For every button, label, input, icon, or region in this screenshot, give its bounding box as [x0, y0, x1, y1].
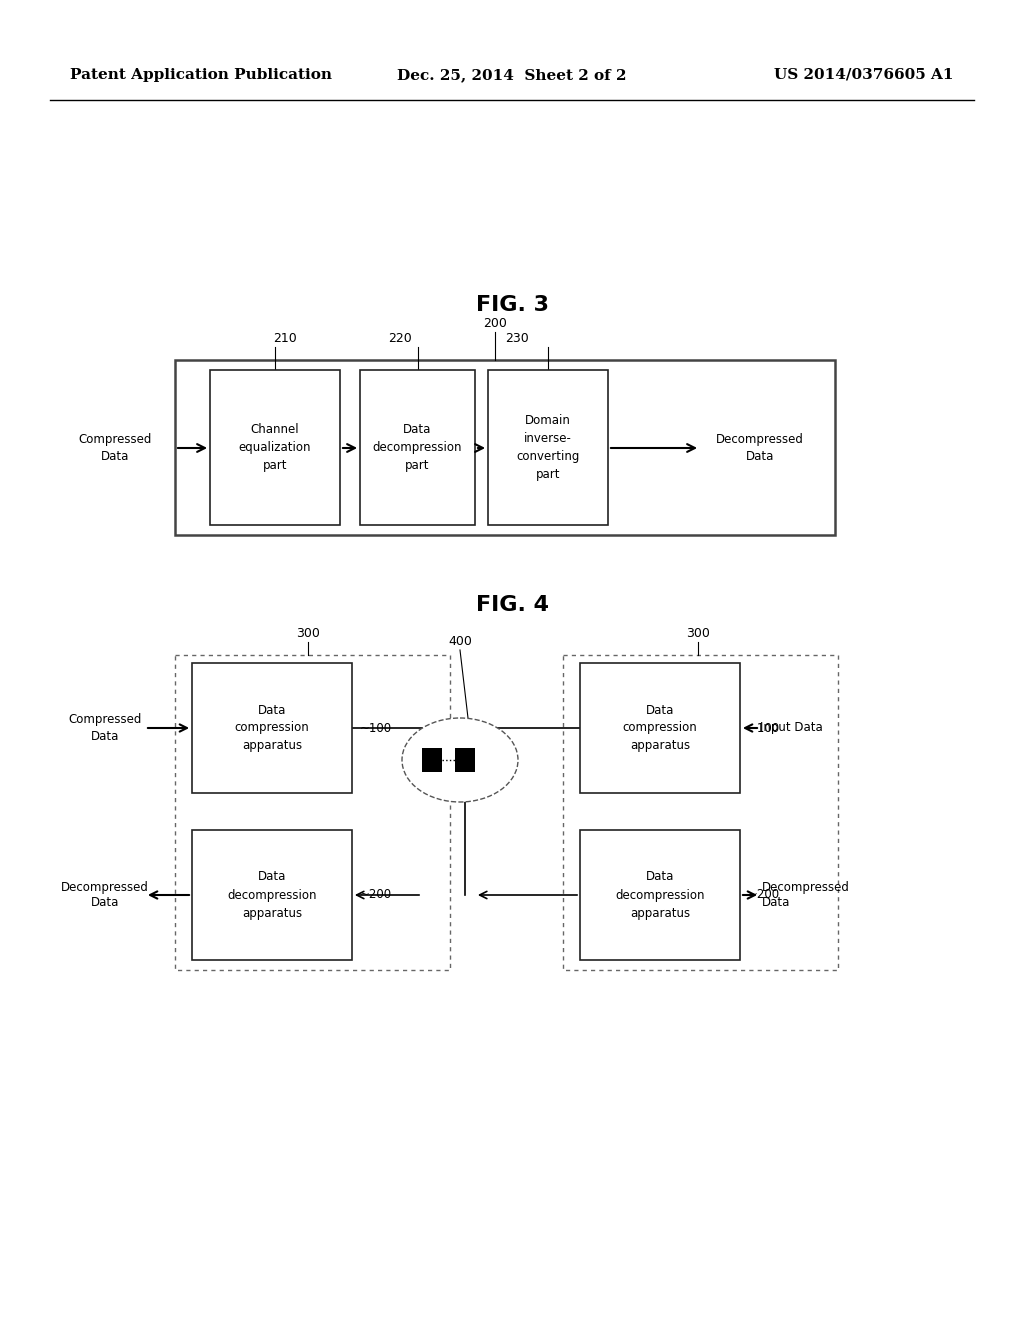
Bar	[488, 370, 608, 525]
Text: ~100: ~100	[748, 722, 780, 734]
Bar	[193, 663, 352, 793]
Text: 230: 230	[505, 333, 528, 345]
Text: Compressed
Data: Compressed Data	[69, 714, 141, 742]
Text: Compressed
Data: Compressed Data	[78, 433, 152, 462]
Text: Data
decompression
apparatus: Data decompression apparatus	[615, 870, 705, 920]
Text: FIG. 4: FIG. 4	[475, 595, 549, 615]
Text: Dec. 25, 2014  Sheet 2 of 2: Dec. 25, 2014 Sheet 2 of 2	[397, 69, 627, 82]
Bar	[580, 663, 740, 793]
Text: Decompressed
Data: Decompressed Data	[716, 433, 804, 462]
Text: Decompressed
Data: Decompressed Data	[762, 880, 850, 909]
Text: 210: 210	[273, 333, 297, 345]
Text: ~200: ~200	[748, 888, 780, 902]
Text: 220: 220	[388, 333, 412, 345]
Text: Data
decompression
apparatus: Data decompression apparatus	[227, 870, 316, 920]
Text: Domain
inverse-
converting
part: Domain inverse- converting part	[516, 414, 580, 480]
Text: FIG. 3: FIG. 3	[475, 294, 549, 315]
Bar	[193, 830, 352, 960]
Text: Data
compression
apparatus: Data compression apparatus	[623, 704, 697, 752]
Bar	[175, 655, 450, 970]
Text: Patent Application Publication: Patent Application Publication	[70, 69, 332, 82]
Text: US 2014/0376605 A1: US 2014/0376605 A1	[774, 69, 954, 82]
Bar	[563, 655, 838, 970]
Text: Data
compression
apparatus: Data compression apparatus	[234, 704, 309, 752]
Bar	[360, 370, 475, 525]
Text: Decompressed
Data: Decompressed Data	[61, 880, 148, 909]
Bar	[580, 830, 740, 960]
Text: 300: 300	[686, 627, 710, 640]
Text: 300: 300	[296, 627, 319, 640]
Bar	[422, 748, 442, 772]
Text: Channel
equalization
part: Channel equalization part	[239, 422, 311, 473]
Text: 200: 200	[483, 317, 507, 330]
Ellipse shape	[402, 718, 518, 803]
Text: Input Data: Input Data	[760, 722, 822, 734]
Text: ~200: ~200	[360, 888, 392, 902]
Text: Data
decompression
part: Data decompression part	[373, 422, 462, 473]
Bar	[210, 370, 340, 525]
Bar	[175, 360, 835, 535]
Text: ~100: ~100	[360, 722, 392, 734]
Text: 400: 400	[449, 635, 472, 648]
Bar	[455, 748, 475, 772]
